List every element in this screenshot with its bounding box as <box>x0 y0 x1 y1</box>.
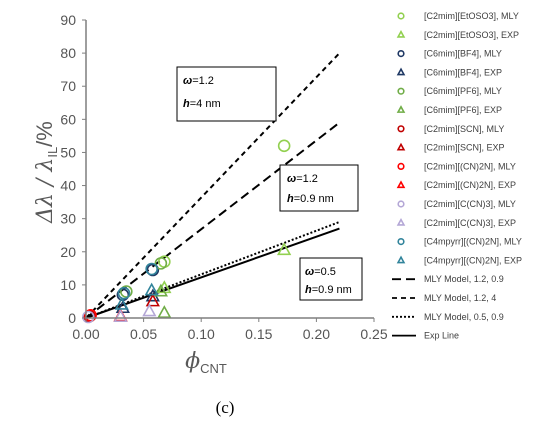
annotation-2-h: h=0.9 nm <box>287 193 334 205</box>
legend-marker <box>396 180 406 189</box>
y-tick-label: 30 <box>60 211 76 227</box>
legend-label: [C2mim][C(CN)3], MLY <box>424 199 516 209</box>
annotation-3-h: h=0.9 nm <box>305 284 352 296</box>
legend-marker <box>397 162 405 170</box>
legend-label: [C4mpyrr][(CN)2N], MLY <box>424 237 522 247</box>
data-point <box>142 303 157 317</box>
data-point <box>145 293 160 307</box>
legend-label: MLY Model, 0.5, 0.9 <box>424 312 504 322</box>
data-point <box>153 283 169 297</box>
y-tick-label: 80 <box>60 45 76 61</box>
legend-marker <box>397 87 405 95</box>
legend-marker <box>396 105 406 113</box>
y-tick-label: 20 <box>60 244 76 260</box>
legend-label: [C6mim][PF6], MLY <box>424 86 502 96</box>
x-axis-title: ϕCNT <box>185 349 227 376</box>
legend-label: MLY Model, 1.2, 4 <box>424 293 496 303</box>
legend-marker <box>397 200 405 208</box>
data-point <box>117 286 131 300</box>
annotation-1-h: h=4 nm <box>183 98 221 110</box>
legend-label: [C2mim][EtOSO3], EXP <box>424 30 519 40</box>
plot-axes <box>85 20 374 319</box>
y-tick-label: 90 <box>60 12 76 28</box>
data-point <box>145 262 158 276</box>
y-tick-label: 50 <box>60 144 76 160</box>
legend-label: [C2mim][EtOSO3], MLY <box>424 11 519 21</box>
legend-marker <box>397 12 405 20</box>
legend-marker <box>396 29 406 38</box>
data-point <box>154 257 168 270</box>
legend-label: [C6mim][BF4], MLY <box>424 49 502 59</box>
legend-marker <box>397 238 405 246</box>
y-axis-title: Δλ / λIL/% <box>32 121 60 224</box>
legend-label: [C2mim][SCN], MLY <box>424 124 504 134</box>
data-point <box>157 305 172 319</box>
x-tick-label: 0.25 <box>360 326 387 342</box>
data-points <box>82 139 292 324</box>
legend-label: [C6mim][PF6], EXP <box>424 105 502 115</box>
y-tick-label: 0 <box>68 310 76 326</box>
legend-label: [C2mim][C(CN)3], EXP <box>424 218 516 228</box>
y-tick-label: 40 <box>60 178 76 194</box>
y-tick-label: 10 <box>60 277 76 293</box>
figure-caption: (c) <box>216 398 235 417</box>
model-lines <box>85 52 341 319</box>
annotation-1-omega: ω=1.2 <box>183 75 214 87</box>
data-point <box>82 310 95 324</box>
legend-marker <box>397 125 405 133</box>
legend-marker <box>396 142 406 151</box>
legend-marker <box>397 49 405 58</box>
x-tick-label: 0.00 <box>72 326 99 342</box>
annotation-3-omega: ω=0.5 <box>305 266 336 278</box>
legend-label: [C2mim][(CN)2N], EXP <box>424 180 516 190</box>
annotation-box-3: ω=0.5 h=0.9 nm <box>299 257 363 301</box>
data-point <box>277 242 292 256</box>
data-point <box>277 139 291 153</box>
legend-marker <box>396 67 406 76</box>
annotation-box-1: ω=1.2 h=4 nm <box>176 66 277 122</box>
legend-label: [C2mim][SCN], EXP <box>424 143 505 153</box>
legend-label: Exp Line <box>424 331 459 341</box>
model-line-2 <box>85 221 340 319</box>
legend: [C2mim][EtOSO3], MLY [C2mim][EtOSO3], EXP… <box>392 11 522 341</box>
data-point <box>114 296 129 310</box>
x-tick-label: 0.15 <box>245 326 272 342</box>
y-tick-label: 60 <box>60 111 76 127</box>
annotation-2-omega: ω=1.2 <box>287 173 318 185</box>
y-tick-label: 70 <box>60 78 76 94</box>
x-tick-label: 0.20 <box>303 326 330 342</box>
model-line-3 <box>85 227 340 319</box>
axis-ticks: 0.00 0.05 0.10 0.15 0.20 0.25 0 10 20 30 40 50 60 70 8… <box>60 12 387 342</box>
data-point <box>144 282 159 296</box>
legend-label: [C2mim][(CN)2N], MLY <box>424 161 516 171</box>
legend-label: MLY Model, 1.2, 0.9 <box>424 274 504 284</box>
x-tick-label: 0.05 <box>130 326 157 342</box>
annotation-box-2: ω=1.2 h=0.9 nm <box>279 164 359 212</box>
data-point <box>146 263 160 277</box>
data-point <box>113 309 128 322</box>
data-point <box>120 285 133 298</box>
legend-label: [C6mim][BF4], EXP <box>424 67 502 77</box>
legend-marker <box>396 255 406 264</box>
model-line-0 <box>85 121 341 319</box>
legend-label: [C4mpyrr][(CN)2N], EXP <box>424 255 522 265</box>
legend-marker <box>396 217 406 226</box>
x-tick-label: 0.10 <box>188 326 215 342</box>
data-point <box>84 309 97 322</box>
model-line-1 <box>85 52 341 319</box>
